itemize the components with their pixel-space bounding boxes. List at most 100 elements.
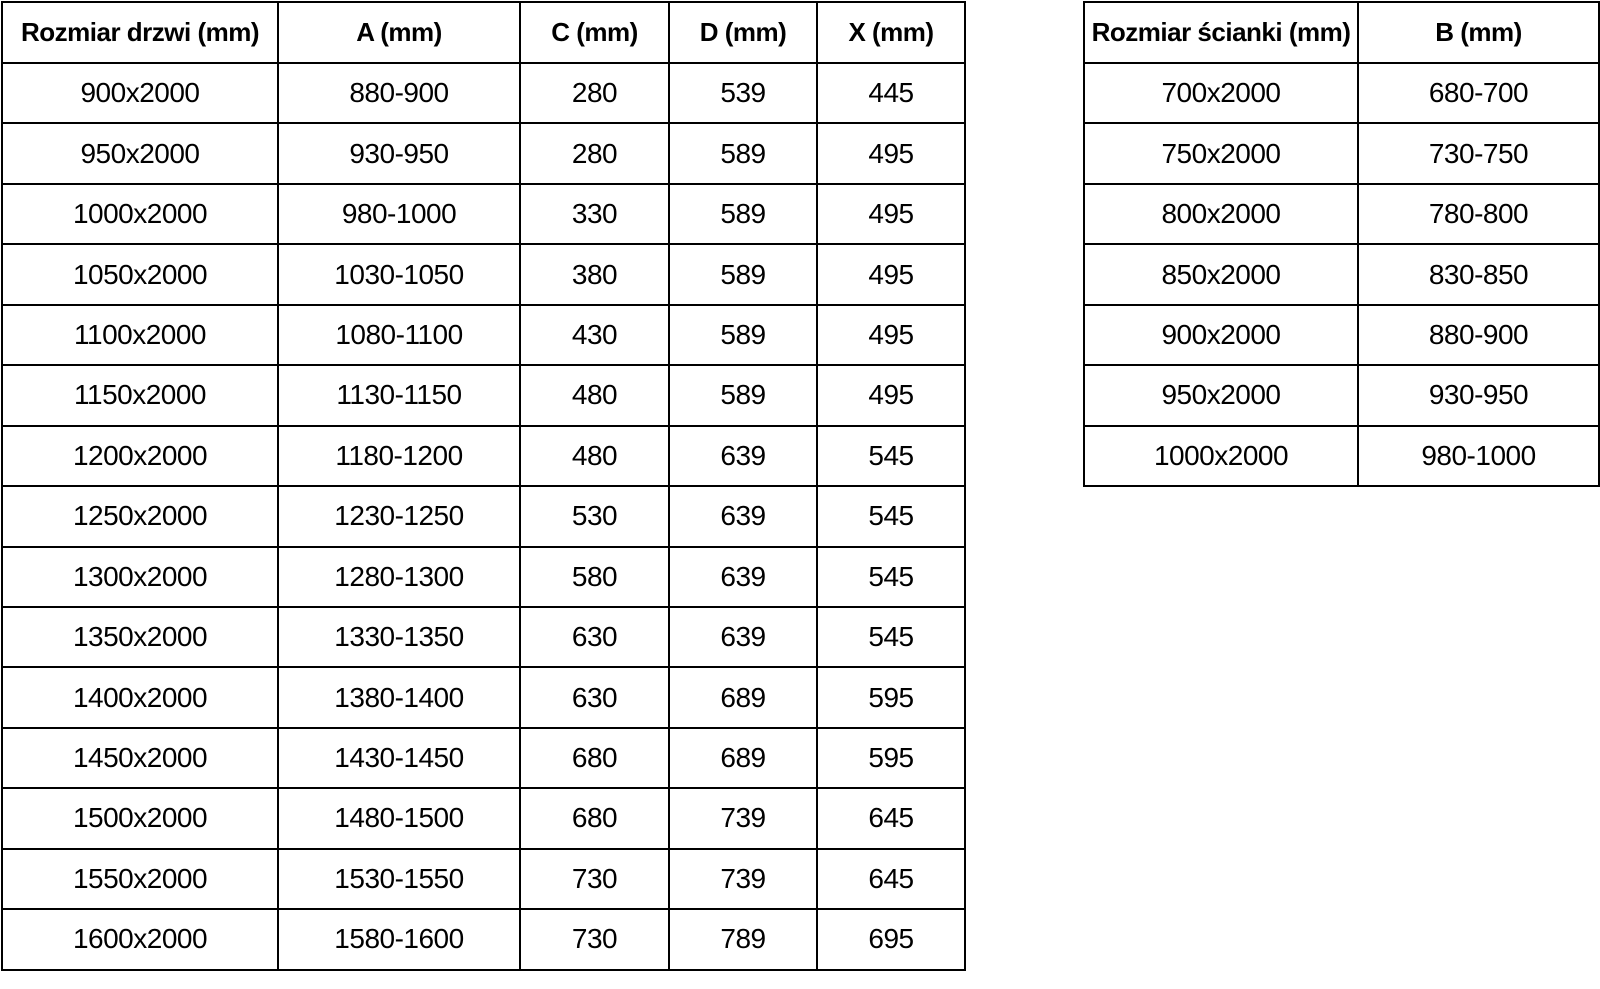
table-cell: 495 [816, 303, 966, 367]
table-cell: 930-950 [1357, 364, 1600, 427]
table-cell: 730-750 [1357, 122, 1600, 185]
table-cell: 480 [519, 424, 670, 488]
table-cell: 630 [519, 666, 670, 729]
table-cell: 595 [816, 726, 966, 790]
table-cell: 830-850 [1357, 243, 1600, 306]
table-cell: 1450x2000 [1, 726, 279, 790]
table-row: 750x2000 730-750 [1083, 122, 1600, 185]
table-cell: 900x2000 [1, 61, 279, 125]
table-cell: 280 [519, 122, 670, 185]
table-cell: 280 [519, 61, 670, 125]
table-row: 1150x2000 1130-1150 480 589 495 [1, 364, 966, 427]
table-cell: 980-1000 [277, 182, 521, 246]
table-row: 1100x2000 1080-1100 430 589 495 [1, 303, 966, 367]
table-cell: 789 [668, 908, 818, 971]
table-cell: 645 [816, 847, 966, 911]
table-cell: 950x2000 [1, 122, 279, 185]
table-row: 1400x2000 1380-1400 630 689 595 [1, 666, 966, 729]
table-cell: 1150x2000 [1, 364, 279, 427]
table-cell: 645 [816, 787, 966, 850]
column-header: Rozmiar ścianki (mm) [1083, 1, 1359, 64]
table-cell: 680 [519, 787, 670, 850]
table-cell: 1030-1050 [277, 243, 521, 306]
table-cell: 430 [519, 303, 670, 367]
table-cell: 1230-1250 [277, 485, 521, 548]
table-cell: 380 [519, 243, 670, 306]
table-cell: 880-900 [277, 61, 521, 125]
table-cell: 1300x2000 [1, 545, 279, 608]
table-cell: 700x2000 [1083, 61, 1359, 125]
table-cell: 900x2000 [1083, 303, 1359, 367]
table-row: 1300x2000 1280-1300 580 639 545 [1, 545, 966, 608]
table-cell: 595 [816, 666, 966, 729]
table-cell: 1100x2000 [1, 303, 279, 367]
table-cell: 1080-1100 [277, 303, 521, 367]
table-cell: 545 [816, 485, 966, 548]
table-cell: 880-900 [1357, 303, 1600, 367]
table-row: 1000x2000 980-1000 [1083, 424, 1600, 488]
table-cell: 1580-1600 [277, 908, 521, 971]
table-cell: 545 [816, 424, 966, 488]
table-row: 1550x2000 1530-1550 730 739 645 [1, 847, 966, 911]
table-cell: 800x2000 [1083, 182, 1359, 246]
table-cell: 1380-1400 [277, 666, 521, 729]
table-row: 1000x2000 980-1000 330 589 495 [1, 182, 966, 246]
table-cell: 1000x2000 [1083, 424, 1359, 488]
table-cell: 1400x2000 [1, 666, 279, 729]
table-row: 900x2000 880-900 280 539 445 [1, 61, 966, 125]
column-header: D (mm) [668, 1, 818, 64]
table-row: 900x2000 880-900 [1083, 303, 1600, 367]
table-row: 950x2000 930-950 [1083, 364, 1600, 427]
table-row: 1600x2000 1580-1600 730 789 695 [1, 908, 966, 971]
table-cell: 495 [816, 182, 966, 246]
table-cell: 680 [519, 726, 670, 790]
column-header: Rozmiar drzwi (mm) [1, 1, 279, 64]
table-cell: 689 [668, 666, 818, 729]
table-cell: 850x2000 [1083, 243, 1359, 306]
table-cell: 680-700 [1357, 61, 1600, 125]
table-row: 1350x2000 1330-1350 630 639 545 [1, 605, 966, 669]
table-cell: 730 [519, 908, 670, 971]
table-cell: 1280-1300 [277, 545, 521, 608]
table-cell: 639 [668, 605, 818, 669]
table-cell: 589 [668, 243, 818, 306]
table-cell: 545 [816, 545, 966, 608]
table-cell: 445 [816, 61, 966, 125]
table-row: 700x2000 680-700 [1083, 61, 1600, 125]
table-cell: 1180-1200 [277, 424, 521, 488]
table-cell: 689 [668, 726, 818, 790]
table-cell: 495 [816, 364, 966, 427]
table-cell: 330 [519, 182, 670, 246]
table-cell: 1500x2000 [1, 787, 279, 850]
table-cell: 930-950 [277, 122, 521, 185]
table-cell: 1530-1550 [277, 847, 521, 911]
table-cell: 589 [668, 364, 818, 427]
table-cell: 1330-1350 [277, 605, 521, 669]
table-cell: 495 [816, 243, 966, 306]
table-row: 850x2000 830-850 [1083, 243, 1600, 306]
table-cell: 589 [668, 303, 818, 367]
table-row: 1450x2000 1430-1450 680 689 595 [1, 726, 966, 790]
table-cell: 1550x2000 [1, 847, 279, 911]
table-cell: 530 [519, 485, 670, 548]
column-header: A (mm) [277, 1, 521, 64]
table-row: 1050x2000 1030-1050 380 589 495 [1, 243, 966, 306]
table-cell: 480 [519, 364, 670, 427]
table-header-row: Rozmiar drzwi (mm) A (mm) C (mm) D (mm) X (m… [1, 1, 966, 64]
table-cell: 1480-1500 [277, 787, 521, 850]
table-cell: 589 [668, 182, 818, 246]
table-row: 1200x2000 1180-1200 480 639 545 [1, 424, 966, 488]
table-row: 950x2000 930-950 280 589 495 [1, 122, 966, 185]
table-cell: 739 [668, 847, 818, 911]
table-cell: 750x2000 [1083, 122, 1359, 185]
table-cell: 980-1000 [1357, 424, 1600, 488]
column-header: X (mm) [816, 1, 966, 64]
column-header: B (mm) [1357, 1, 1600, 64]
table-cell: 1000x2000 [1, 182, 279, 246]
table-cell: 1350x2000 [1, 605, 279, 669]
table-cell: 539 [668, 61, 818, 125]
table-cell: 639 [668, 424, 818, 488]
table-cell: 1200x2000 [1, 424, 279, 488]
table-cell: 1430-1450 [277, 726, 521, 790]
